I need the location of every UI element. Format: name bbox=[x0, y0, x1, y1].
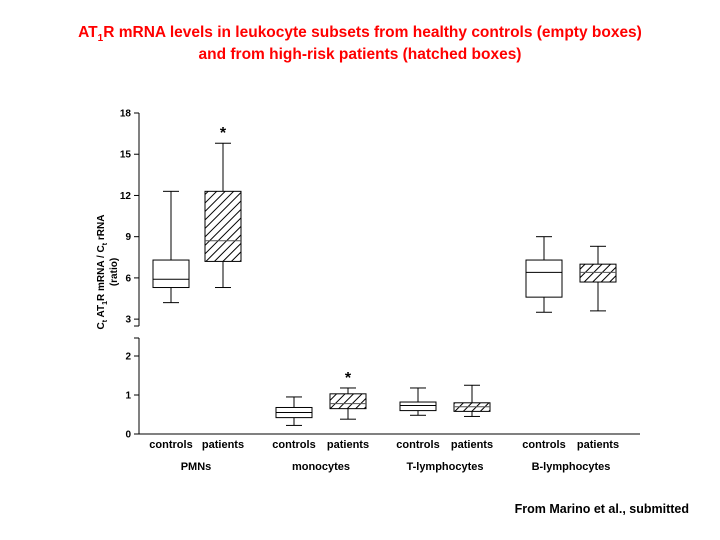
significance-asterisk: * bbox=[345, 370, 352, 387]
B-lymphocytes-patients-box bbox=[579, 245, 617, 312]
group-label: T-lymphocytes bbox=[406, 461, 483, 473]
chart-title-line-1: AT1R mRNA levels in leukocyte subsets fr… bbox=[78, 24, 642, 45]
x-tick-label-patients: patients bbox=[451, 439, 493, 451]
hatched-iqr-box bbox=[579, 263, 617, 283]
T-lymphocytes-controls-box bbox=[399, 387, 437, 416]
B-lymphocytes-controls-box bbox=[525, 236, 563, 313]
significance-asterisk: * bbox=[220, 125, 227, 142]
group-label: monocytes bbox=[292, 461, 350, 473]
y-tick-label: 18 bbox=[120, 109, 132, 120]
monocytes-patients-box: * bbox=[329, 370, 367, 420]
x-tick-label-controls: controls bbox=[396, 439, 439, 451]
y-tick-label: 0 bbox=[125, 430, 131, 441]
x-tick-label-controls: controls bbox=[149, 439, 192, 451]
y-axis-title: Ct AT1R mRNA / Ct rRNA (ratio) bbox=[96, 215, 120, 330]
source-credit: From Marino et al., submitted bbox=[514, 502, 689, 516]
x-tick-label-controls: controls bbox=[272, 439, 315, 451]
y-axis-title-line-2: (ratio) bbox=[109, 258, 120, 286]
empty-iqr-box bbox=[525, 259, 563, 298]
monocytes-controls-box bbox=[275, 396, 313, 426]
x-tick-label-patients: patients bbox=[327, 439, 369, 451]
y-tick-label: 6 bbox=[125, 273, 131, 284]
hatched-iqr-box bbox=[329, 393, 367, 410]
y-tick-label: 9 bbox=[125, 232, 131, 243]
x-axis-labels: controls patients PMNs controls patients mono… bbox=[149, 439, 619, 473]
y-tick-label: 3 bbox=[125, 315, 131, 326]
empty-iqr-box bbox=[399, 401, 437, 412]
x-tick-label-patients: patients bbox=[577, 439, 619, 451]
y-axis-title-line-1: Ct AT1R mRNA / Ct rRNA bbox=[96, 215, 109, 330]
x-tick-label-controls: controls bbox=[522, 439, 565, 451]
y-tick-label: 12 bbox=[120, 191, 132, 202]
empty-iqr-box bbox=[152, 259, 190, 289]
y-tick-label: 2 bbox=[125, 352, 131, 363]
PMNs-patients-box: * bbox=[204, 125, 242, 289]
y-tick-label: 15 bbox=[120, 150, 132, 161]
box-series: ** bbox=[152, 125, 617, 426]
group-label: PMNs bbox=[181, 461, 212, 473]
y-tick-label: 1 bbox=[125, 391, 131, 402]
T-lymphocytes-patients-box bbox=[453, 384, 491, 417]
PMNs-controls-box bbox=[152, 190, 190, 304]
group-label: B-lymphocytes bbox=[532, 461, 611, 473]
chart-title-line-2: and from high-risk patients (hatched box… bbox=[198, 46, 522, 63]
hatched-iqr-box bbox=[204, 190, 242, 262]
x-tick-label-patients: patients bbox=[202, 439, 244, 451]
